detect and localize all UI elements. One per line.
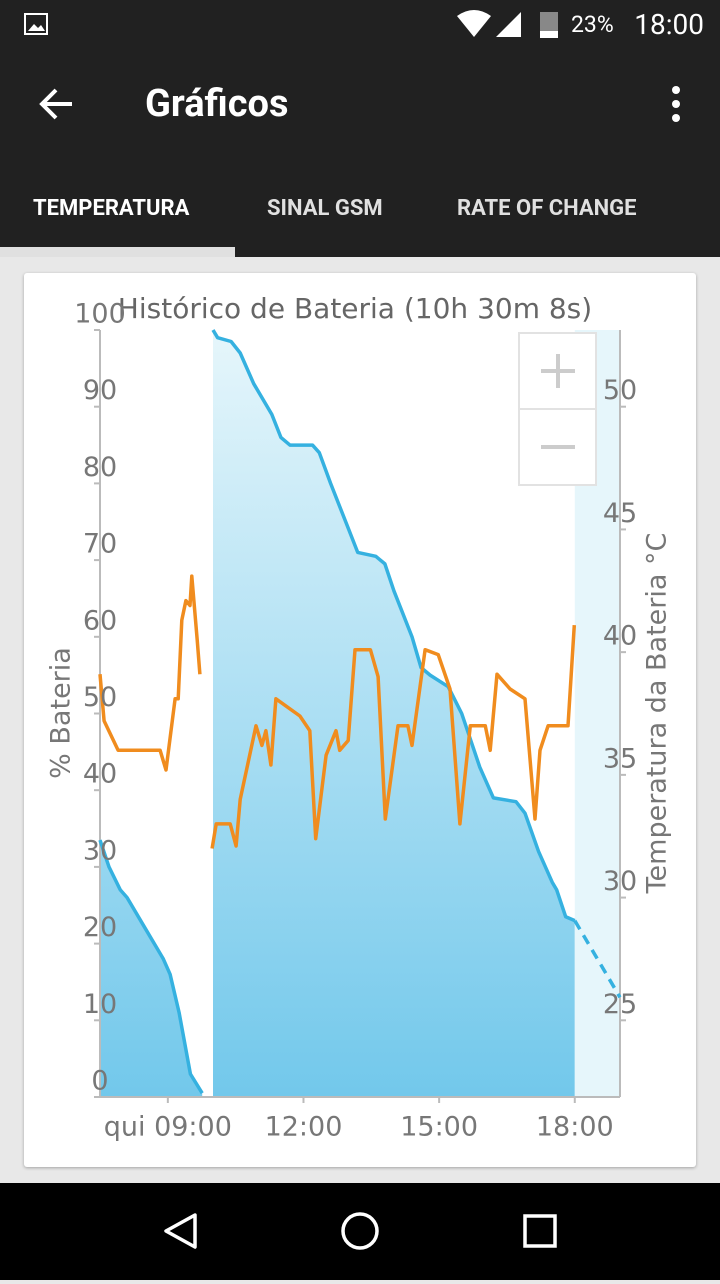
battery-level: 23% bbox=[571, 11, 614, 38]
signal-icon bbox=[496, 12, 521, 37]
battery-icon bbox=[540, 31, 558, 38]
y2-tick-label: 40 bbox=[603, 621, 637, 652]
data-line bbox=[98, 574, 577, 849]
y-tick-label: 30 bbox=[83, 835, 117, 866]
y-tick-label: 100 bbox=[74, 299, 126, 330]
nav-icons bbox=[164, 1212, 557, 1250]
home-nav[interactable] bbox=[341, 1212, 379, 1250]
top-bars: 23% 18:00 Gráficos TEMPERATURA SINAL GSM… bbox=[0, 0, 720, 257]
y-tick-label: 20 bbox=[83, 912, 117, 943]
tab[interactable]: SINAL GSM bbox=[267, 196, 383, 221]
clock: 18:00 bbox=[634, 8, 704, 41]
y-tick-label: 10 bbox=[83, 989, 117, 1020]
tab[interactable]: RATE OF CHANGE bbox=[457, 196, 637, 221]
y-tick-label: 50 bbox=[83, 682, 117, 713]
tab-indicator bbox=[0, 247, 235, 257]
y2-tick-label: 30 bbox=[603, 866, 637, 897]
image-icon bbox=[24, 13, 48, 35]
data-line bbox=[573, 919, 622, 999]
x-tick-label: 18:00 bbox=[536, 1112, 614, 1143]
chart: Histórico de Bateria (10h 30m 8s) % Bate… bbox=[46, 292, 673, 1143]
data-line bbox=[98, 329, 576, 1095]
y-tick-label: 70 bbox=[83, 529, 117, 560]
back-nav[interactable] bbox=[164, 1213, 197, 1249]
x-tick-label: qui 09:00 bbox=[104, 1112, 232, 1143]
wifi-icon bbox=[457, 10, 491, 37]
y-tick-label: 60 bbox=[83, 605, 117, 636]
zoom-controls bbox=[518, 332, 597, 486]
y2-tick-label: 25 bbox=[603, 989, 637, 1020]
back-button[interactable] bbox=[39, 88, 72, 120]
menu-button[interactable] bbox=[672, 86, 680, 94]
navigation-bar bbox=[0, 1183, 720, 1280]
chart-title: Histórico de Bateria (10h 30m 8s) bbox=[118, 292, 592, 325]
area bbox=[100, 330, 575, 1097]
zoom-in-button[interactable] bbox=[541, 354, 575, 388]
y2-tick-label: 50 bbox=[603, 375, 637, 406]
y2-tick-label: 35 bbox=[603, 743, 637, 774]
recents-nav[interactable] bbox=[523, 1214, 557, 1248]
app-title: Gráficos bbox=[145, 82, 289, 126]
image-icon bbox=[28, 24, 45, 31]
y2-axis-label: Temperatura da Bateria °C bbox=[642, 533, 673, 895]
y-tick-label: 40 bbox=[83, 759, 117, 790]
x-tick-label: 15:00 bbox=[400, 1112, 478, 1143]
y-tick-label: 80 bbox=[83, 452, 117, 483]
menu-button[interactable] bbox=[672, 100, 680, 108]
y-tick-label: 90 bbox=[83, 375, 117, 406]
y2-tick-label: 45 bbox=[603, 498, 637, 529]
tab[interactable]: TEMPERATURA bbox=[33, 196, 190, 221]
menu-button[interactable] bbox=[672, 114, 680, 122]
x-tick-label: 12:00 bbox=[265, 1112, 343, 1143]
y-axis-label: % Bateria bbox=[46, 647, 77, 779]
y-tick-label: 0 bbox=[91, 1066, 108, 1097]
bar-icons bbox=[24, 10, 680, 122]
